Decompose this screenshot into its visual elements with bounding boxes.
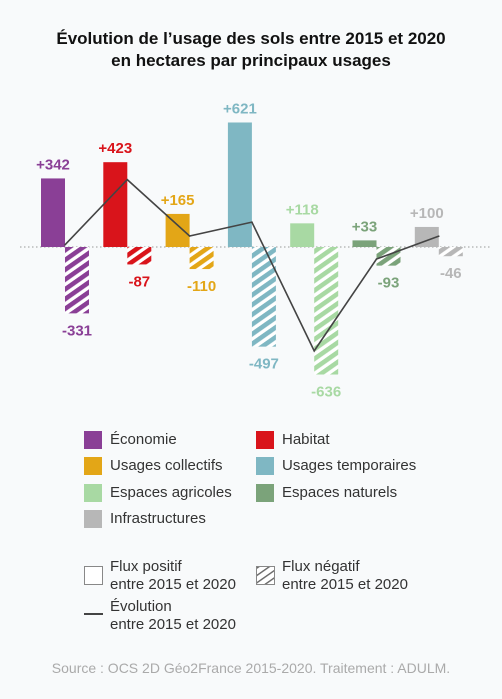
legend-positive-swatch <box>84 566 103 585</box>
label-positive-espaces-agricoles: +118 <box>286 201 319 218</box>
label-negative-espaces-agricoles: -636 <box>311 384 341 401</box>
legend-label-usages-collectifs: Usages collectifs <box>110 457 223 474</box>
legend-negative-line1: Flux négatif <box>282 558 360 575</box>
label-positive-usages-collectifs: +165 <box>161 192 195 209</box>
legend-label-usages-temporaires: Usages temporaires <box>282 457 417 474</box>
legend-swatch-infrastructures <box>84 510 102 528</box>
legend-positive-line2: entre 2015 et 2020 <box>110 576 236 593</box>
legend-label-infrastructures: Infrastructures <box>110 510 206 527</box>
label-negative-usages-collectifs: -110 <box>187 278 216 295</box>
legend-negative-swatch <box>256 566 275 585</box>
label-positive-espaces-naturels: +33 <box>352 218 377 235</box>
evolution-point-espaces-naturels <box>375 258 378 260</box>
chart-title-line1: Évolution de l’usage des sols entre 2015… <box>56 29 446 48</box>
chart-title-line2: en hectares par principaux usages <box>111 51 391 70</box>
legend-positive-line1: Flux positif <box>110 558 182 575</box>
label-positive-economie: +342 <box>36 156 70 173</box>
bar-negative-infrastructures <box>438 247 463 257</box>
chart-svg: +342 -331 +423 -87 +165 -110 +621 -497 +118 -636 +… <box>20 100 492 401</box>
bar-negative-economie <box>65 247 89 314</box>
bar-negative-usages-collectifs <box>189 247 214 270</box>
label-negative-infrastructures: -46 <box>440 265 462 282</box>
evolution-line-group <box>64 178 440 353</box>
legend-evolution-line1: Évolution <box>110 598 172 615</box>
legend-swatch-usages-collectifs <box>84 457 102 475</box>
legend-swatch-habitat <box>256 431 274 449</box>
bar-negative-habitat <box>127 247 152 265</box>
legend-label-espaces-agricoles: Espaces agricoles <box>110 484 232 501</box>
bar-positive-economie <box>41 178 65 247</box>
labels-group: +342 -331 +423 -87 +165 -110 +621 -497 +118 -636 +… <box>36 100 462 400</box>
legend-swatch-espaces-agricoles <box>84 484 102 502</box>
bar-negative-espaces-agricoles <box>314 247 339 375</box>
legend-swatch-usages-temporaires <box>256 457 274 475</box>
label-negative-economie: -331 <box>62 322 92 339</box>
label-positive-usages-temporaires: +621 <box>223 100 257 117</box>
evolution-point-habitat <box>126 178 129 181</box>
source-note: Source : OCS 2D Géo2France 2015-2020. Tr… <box>51 660 451 676</box>
legend-swatch-economie <box>84 431 102 449</box>
legend-evolution-line2: entre 2015 et 2020 <box>110 616 236 633</box>
legend-label-espaces-naturels: Espaces naturels <box>282 484 398 501</box>
legend-label-economie: Économie <box>110 431 177 448</box>
label-negative-espaces-naturels: -93 <box>378 275 400 292</box>
evolution-point-infrastructures <box>438 235 440 237</box>
legend-negative-line2: entre 2015 et 2020 <box>282 576 408 593</box>
evolution-point-economie <box>64 243 66 246</box>
label-positive-habitat: +423 <box>98 140 132 157</box>
bar-positive-espaces-naturels <box>352 240 377 247</box>
legend-swatch-espaces-naturels <box>256 484 274 502</box>
bar-positive-espaces-agricoles <box>290 223 315 247</box>
evolution-point-usages-collectifs <box>188 235 191 237</box>
bar-positive-habitat <box>103 162 128 247</box>
legend-label-habitat: Habitat <box>282 431 330 448</box>
evolution-point-usages-temporaires <box>251 221 253 223</box>
label-negative-usages-temporaires: -497 <box>249 356 279 373</box>
evolution-point-espaces-agricoles <box>313 350 316 352</box>
label-positive-infrastructures: +100 <box>410 205 444 222</box>
bar-positive-usages-collectifs <box>165 213 190 247</box>
label-negative-habitat: -87 <box>128 273 150 290</box>
